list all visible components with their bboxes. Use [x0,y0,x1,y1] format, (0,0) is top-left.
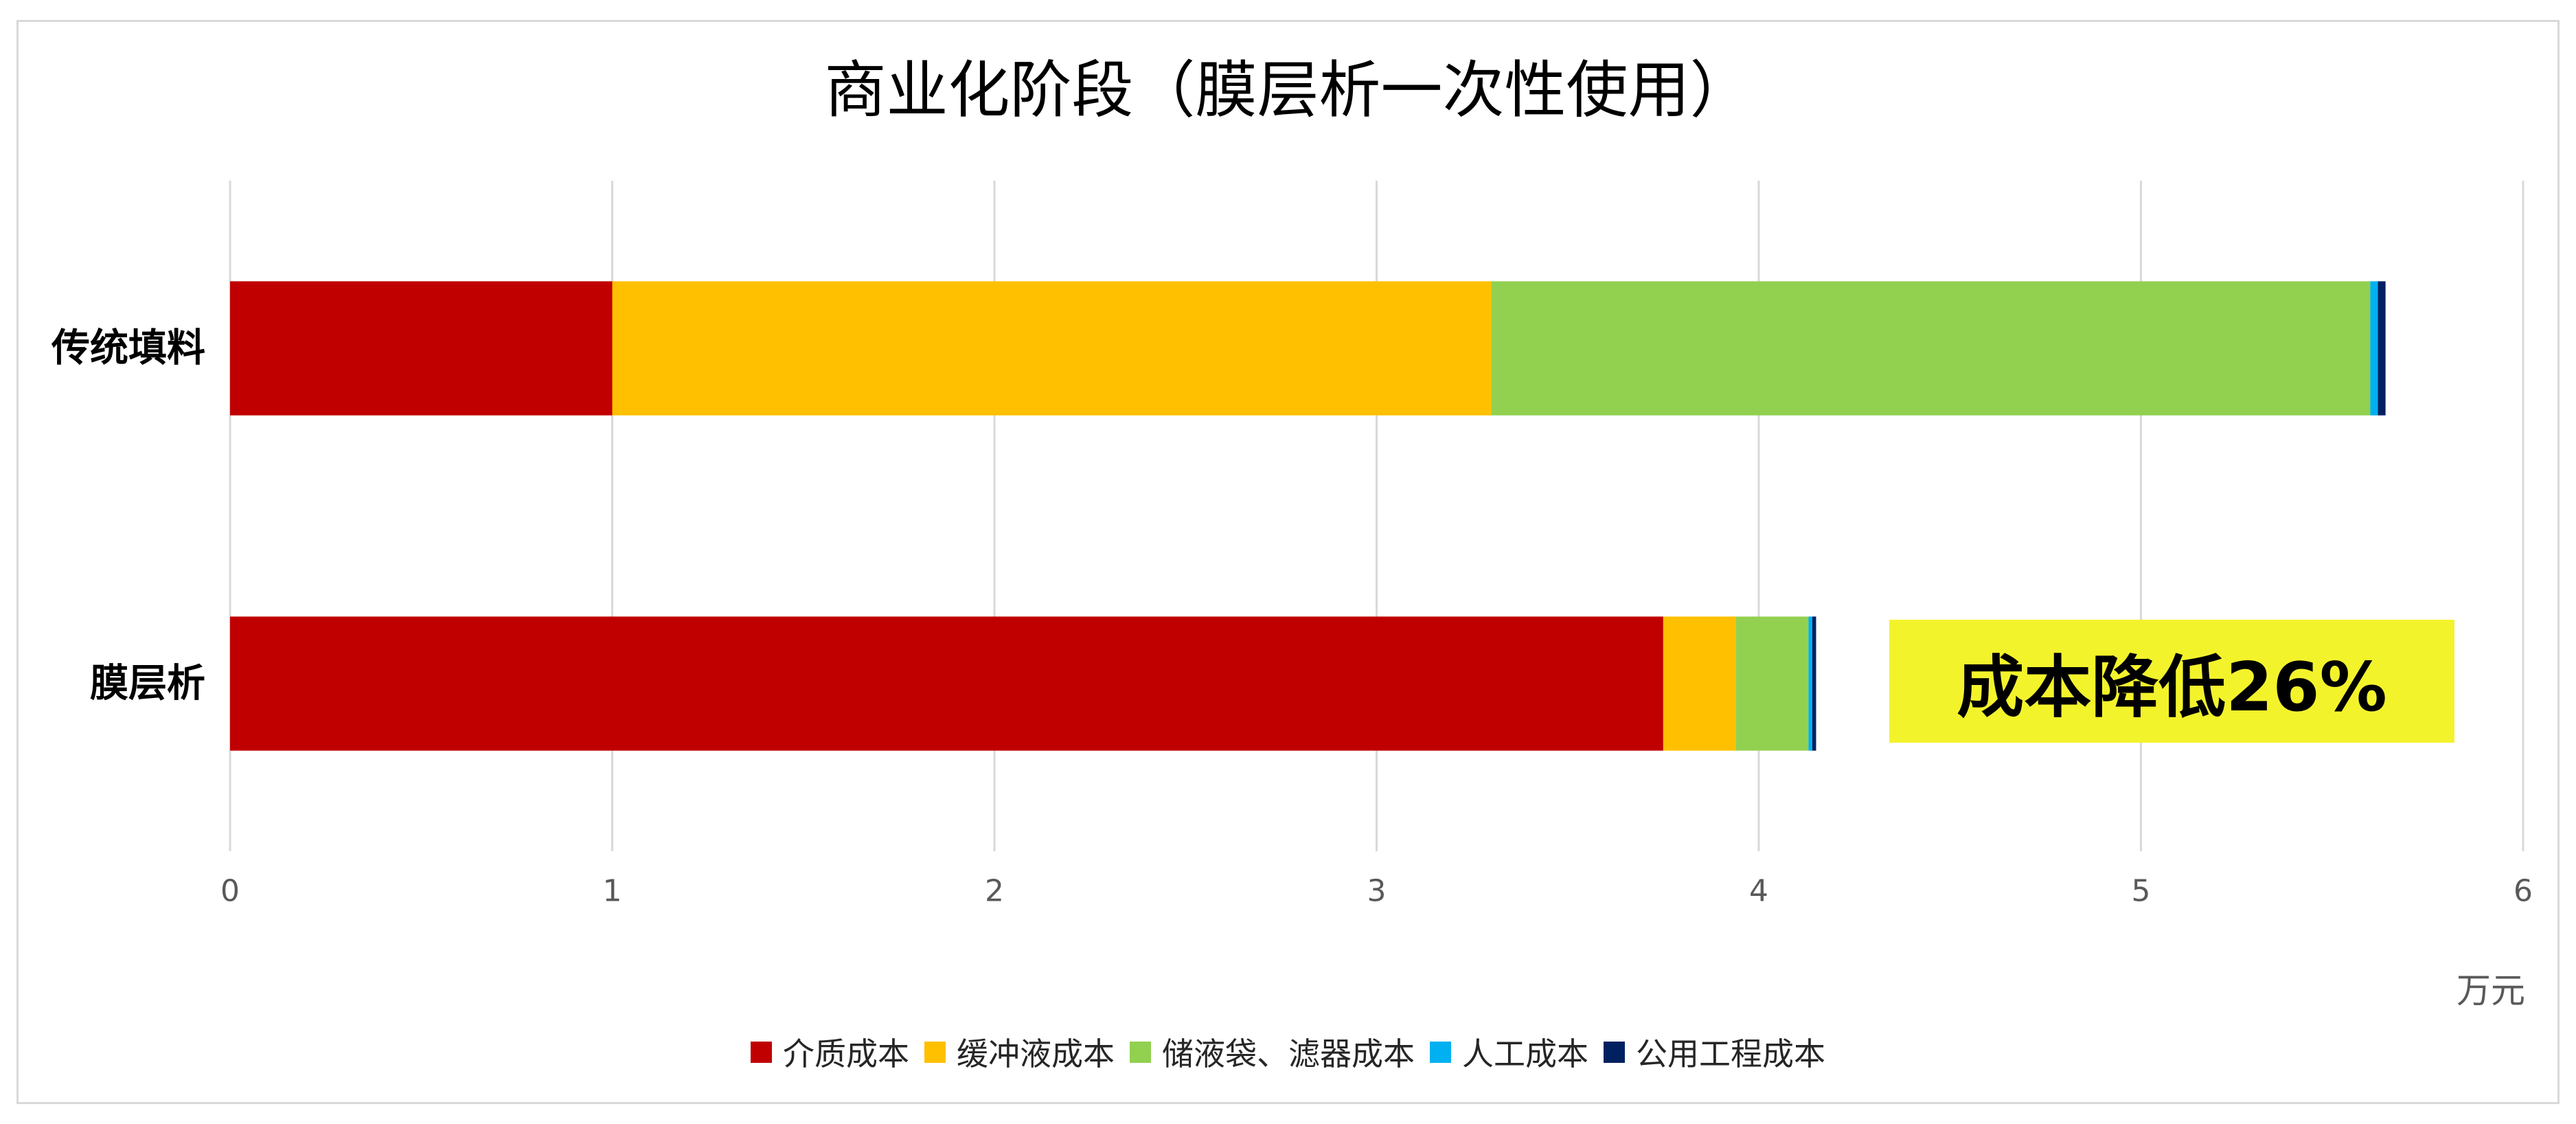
legend-swatch [751,1041,772,1063]
bar-segment-0-1 [612,281,1492,416]
legend-item: 缓冲液成本 [924,1029,1115,1075]
x-tick-label: 3 [1367,874,1387,909]
x-tick-label: 2 [985,874,1004,909]
chart-frame [16,20,2560,1104]
category-label: 传统填料 [51,326,205,371]
legend-item: 公用工程成本 [1604,1029,1825,1075]
legend-label: 公用工程成本 [1636,1035,1825,1072]
legend-swatch [1430,1041,1451,1063]
legend-item: 介质成本 [751,1029,909,1075]
x-axis-unit-label: 万元 [2457,971,2525,1011]
bar-segment-0-0 [230,281,613,416]
bar-segment-0-2 [1491,281,2371,416]
bar-segment-1-1 [1663,616,1736,751]
bar-segment-1-2 [1735,616,1809,751]
bars [230,281,2386,751]
x-tick-label: 4 [1749,874,1768,909]
legend-label: 介质成本 [783,1035,909,1072]
legend-label: 缓冲液成本 [957,1035,1115,1072]
legend-label: 人工成本 [1462,1035,1588,1072]
bar-segment-1-3 [1808,616,1812,751]
legend-item: 储液袋、滤器成本 [1130,1029,1415,1075]
legend-swatch [924,1041,946,1063]
chart-title: 商业化阶段（膜层析一次性使用） [824,54,1752,126]
category-label: 膜层析 [90,662,205,706]
x-tick-label: 0 [220,874,240,909]
bar-segment-0-3 [2370,281,2378,416]
chart-legend: 介质成本 缓冲液成本 储液袋、滤器成本 人工成本 公用工程成本 [0,1031,2576,1073]
x-tick-label: 6 [2514,874,2533,909]
legend-label: 储液袋、滤器成本 [1162,1035,1415,1072]
bar-segment-1-4 [1812,616,1816,751]
bar-segment-1-0 [230,616,1663,751]
legend-swatch [1604,1041,1625,1063]
cost-reduction-callout: 成本降低26% [1889,620,2454,743]
x-tick-label: 1 [603,874,622,909]
legend-swatch [1130,1041,1151,1063]
legend-item: 人工成本 [1430,1029,1588,1075]
bar-segment-0-4 [2378,281,2386,416]
cost-reduction-text: 成本降低26% [1957,648,2387,727]
x-tick-label: 5 [2132,874,2151,909]
